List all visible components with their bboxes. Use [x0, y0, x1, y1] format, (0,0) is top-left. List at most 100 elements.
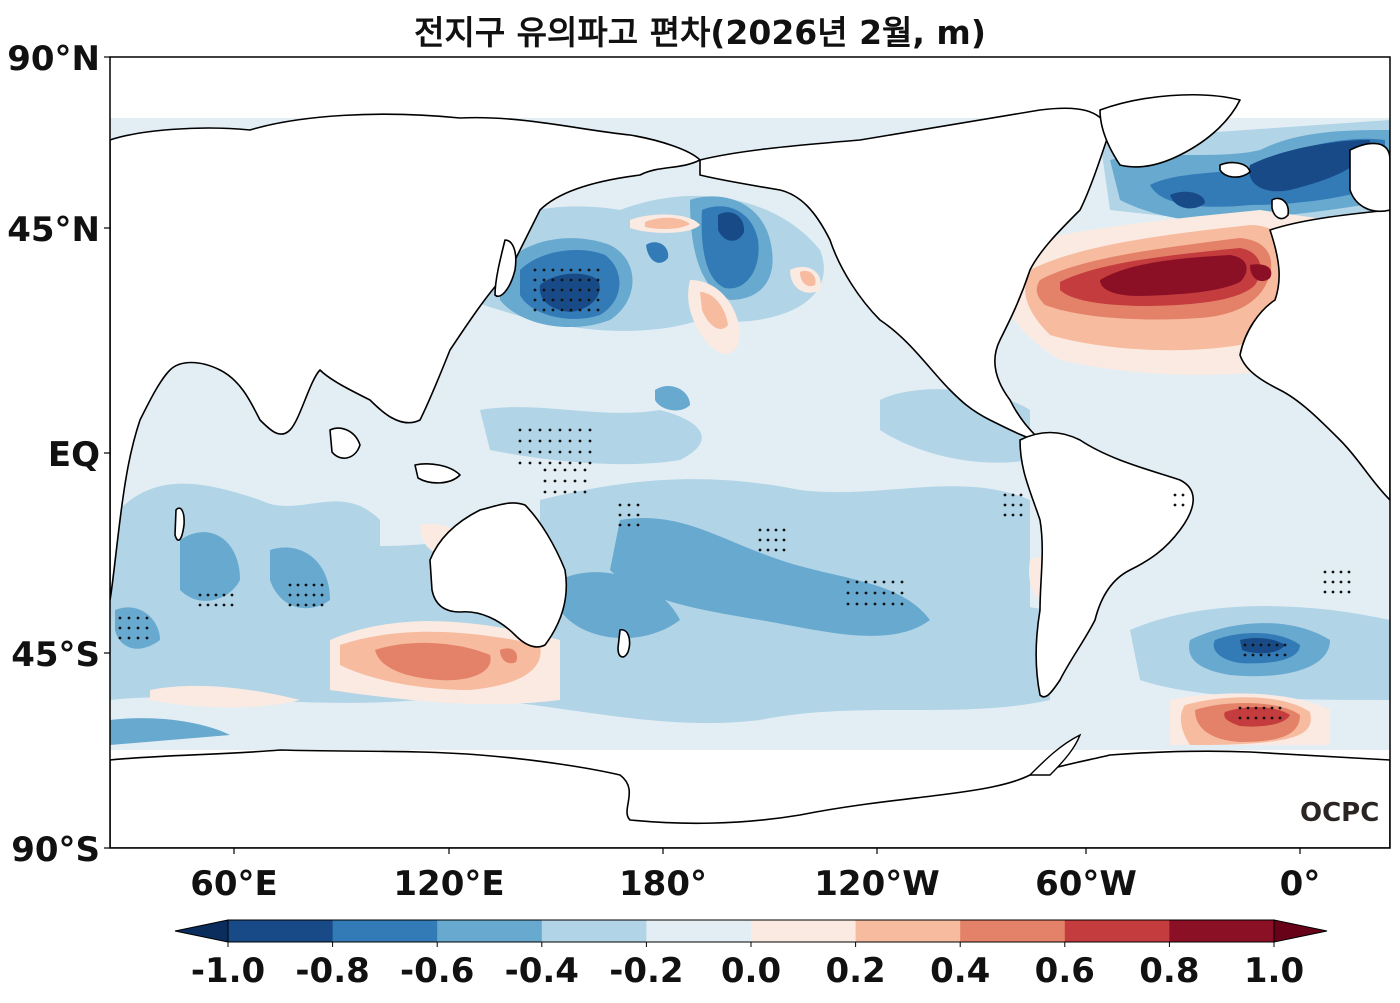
colorbar-tick-label: 0.6	[1034, 951, 1095, 991]
stipple-dot	[320, 583, 324, 587]
stipple-dot	[1347, 570, 1351, 574]
stipple-dot	[864, 591, 868, 595]
stipple-dot	[782, 548, 786, 552]
stipple-dot	[627, 503, 631, 507]
stipple-dot	[1011, 503, 1015, 507]
stipple-dot	[588, 428, 592, 432]
stipple-dot	[296, 583, 300, 587]
stipple-dot	[578, 308, 582, 312]
stipple-dot	[573, 490, 577, 494]
stipple-dot	[587, 278, 591, 282]
colorbar-tick-label: 0.4	[930, 951, 991, 991]
stipple-dot	[560, 298, 564, 302]
y-axis-ticks	[104, 56, 110, 849]
stipple-dot	[542, 308, 546, 312]
stipple-dot	[533, 308, 537, 312]
stipple-dot	[1323, 590, 1327, 594]
landmass-north-america	[699, 107, 1111, 446]
stipple-dot	[873, 580, 877, 584]
colorbar-tick-label: 0.8	[1139, 951, 1200, 991]
stipple-dot	[578, 439, 582, 443]
stipple-dot	[587, 298, 591, 302]
stipple-dot	[1331, 580, 1335, 584]
stipple-dot	[588, 439, 592, 443]
stipple-dot	[569, 298, 573, 302]
colorbar-tick-label: -0.6	[400, 951, 475, 991]
stipple-dot	[558, 450, 562, 454]
landmass-south-america	[1019, 431, 1194, 698]
stipple-dot	[563, 468, 567, 472]
anomaly-field	[110, 57, 1390, 848]
stipple-dot	[882, 602, 886, 606]
stipple-dot	[1019, 503, 1023, 507]
stipple-dot	[583, 490, 587, 494]
stipple-dot	[578, 450, 582, 454]
stipple-dot	[1246, 706, 1250, 710]
stipple-dot	[1331, 570, 1335, 574]
colorbar-bin	[332, 920, 438, 942]
stipple-dot	[578, 278, 582, 282]
colorbar-bin	[541, 920, 647, 942]
stipple-dot	[596, 268, 600, 272]
stipple-dot	[568, 439, 572, 443]
y-label-90n: 90°N	[7, 39, 100, 79]
stipple-dot	[1003, 493, 1007, 497]
stipple-dot	[118, 626, 122, 630]
stipple-dot	[1011, 513, 1015, 517]
stipple-dot	[569, 308, 573, 312]
stipple-dot	[1339, 580, 1343, 584]
stipple-dot	[636, 523, 640, 527]
stipple-dot	[1267, 643, 1271, 647]
stipple-dot	[758, 538, 762, 542]
stipple-dot	[627, 523, 631, 527]
y-label-45s: 45°S	[11, 635, 100, 675]
stipple-dot	[1003, 503, 1007, 507]
stipple-dot	[569, 278, 573, 282]
stipple-dot	[543, 479, 547, 483]
stipple-dot	[1251, 653, 1255, 657]
stipple-dot	[118, 616, 122, 620]
stipple-dot	[127, 616, 131, 620]
stipple-dot	[583, 479, 587, 483]
stipple-dot	[560, 278, 564, 282]
stipple-dot	[758, 528, 762, 532]
stipple-dot	[1275, 653, 1279, 657]
landmass-japan	[494, 239, 517, 297]
colorbar-tick-label: 0.0	[720, 951, 782, 991]
stipple-dot	[578, 298, 582, 302]
stipple-dot	[900, 580, 904, 584]
stipple-dot	[553, 490, 557, 494]
colorbar-tick-label: 0.2	[825, 951, 886, 991]
landmass-borneo	[329, 427, 361, 459]
stipple-dot	[766, 548, 770, 552]
stipple-dot	[304, 593, 308, 597]
stipple-dot	[518, 428, 522, 432]
stipple-dot	[573, 479, 577, 483]
stipple-dot	[563, 490, 567, 494]
stipple-dot	[891, 591, 895, 595]
stipple-dot	[774, 528, 778, 532]
stipple-dot	[618, 503, 622, 507]
colorbar-tick-label: -0.4	[504, 951, 579, 991]
colorbar-tick-label: 1.0	[1243, 951, 1305, 991]
stipple-dot	[320, 593, 324, 597]
x-label-180: 180°	[619, 864, 707, 904]
stipple-dot	[553, 479, 557, 483]
stipple-dot	[560, 268, 564, 272]
stipple-dot	[1267, 653, 1271, 657]
landmass-antarctica	[110, 749, 1390, 848]
stipple-dot	[518, 439, 522, 443]
stipple-dot	[1339, 570, 1343, 574]
stipple-dot	[118, 636, 122, 640]
stipple-dot	[543, 490, 547, 494]
stipple-dot	[538, 428, 542, 432]
stipple-dot	[855, 580, 859, 584]
stipple-dot	[538, 439, 542, 443]
stipple-dot	[1262, 716, 1266, 720]
stipple-dot	[136, 616, 140, 620]
stipple-dot	[766, 528, 770, 532]
stipple-dot	[568, 428, 572, 432]
colorbar-bin	[1064, 920, 1170, 942]
x-label-0: 0°	[1279, 864, 1321, 904]
stipple-dot	[304, 583, 308, 587]
